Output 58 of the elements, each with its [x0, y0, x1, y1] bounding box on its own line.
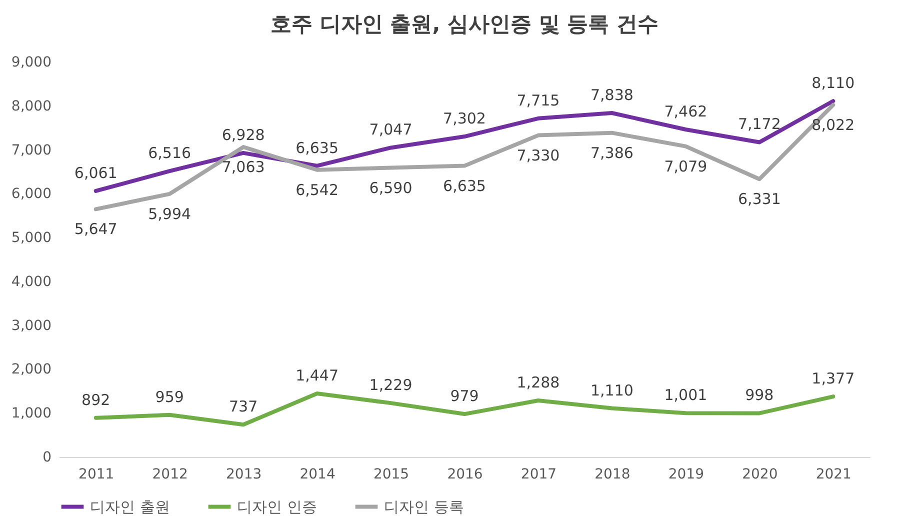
y-tick-label: 3,000 — [11, 318, 52, 334]
data-label: 1,110 — [590, 381, 634, 400]
y-tick-label: 5,000 — [11, 230, 52, 246]
data-label: 1,229 — [369, 376, 412, 394]
data-label: 7,079 — [664, 157, 708, 176]
data-label: 892 — [82, 390, 110, 409]
y-tick-label: 8,000 — [11, 98, 52, 114]
x-tick-label: 2012 — [152, 466, 188, 482]
data-label: 1,447 — [296, 366, 339, 384]
y-tick-label: 2,000 — [11, 362, 52, 378]
data-label: 959 — [155, 388, 184, 406]
legend-label: 디자인 출원 — [90, 498, 170, 516]
x-tick-label: 2020 — [742, 466, 778, 482]
y-tick-label: 0 — [42, 450, 52, 466]
data-label: 6,061 — [74, 164, 118, 182]
y-tick-label: 4,000 — [11, 274, 52, 290]
data-label: 7,330 — [516, 146, 560, 164]
data-label: 979 — [450, 387, 479, 406]
x-tick-label: 2015 — [373, 466, 410, 482]
data-label: 6,590 — [369, 178, 412, 197]
legend-label: 디자인 등록 — [384, 498, 464, 516]
y-tick-label: 9,000 — [11, 54, 52, 70]
x-tick-label: 2021 — [816, 466, 852, 482]
data-label: 6,516 — [148, 144, 192, 162]
data-label: 7,063 — [222, 158, 265, 176]
data-label: 8,110 — [812, 74, 855, 92]
legend-label: 디자인 인증 — [237, 498, 317, 516]
data-label: 1,377 — [812, 370, 855, 388]
data-label: 5,647 — [74, 220, 118, 238]
x-tick-label: 2013 — [226, 466, 262, 482]
data-label: 998 — [745, 386, 774, 404]
y-tick-label: 6,000 — [11, 186, 52, 202]
data-label: 737 — [229, 398, 258, 416]
y-tick-label: 1,000 — [11, 406, 52, 422]
x-tick-label: 2016 — [447, 466, 483, 482]
data-label: 7,302 — [443, 110, 486, 128]
data-label: 6,635 — [296, 138, 339, 157]
data-label: 7,462 — [664, 102, 708, 120]
x-tick-label: 2011 — [78, 466, 114, 482]
data-label: 7,386 — [590, 144, 634, 162]
data-label: 8,022 — [812, 116, 855, 134]
x-tick-label: 2019 — [668, 466, 704, 482]
data-label: 6,542 — [296, 180, 339, 199]
data-label: 7,715 — [516, 91, 560, 110]
data-label: 6,928 — [222, 126, 265, 144]
chart-title: 호주 디자인 출원, 심사인증 및 등록 건수 — [270, 12, 658, 36]
data-label: 6,331 — [738, 190, 781, 208]
data-label: 1,288 — [516, 373, 560, 392]
data-label: 6,635 — [443, 176, 486, 195]
data-label: 7,172 — [738, 115, 781, 134]
data-label: 7,838 — [590, 86, 634, 104]
x-tick-label: 2018 — [594, 466, 630, 482]
x-tick-label: 2014 — [300, 466, 336, 482]
data-label: 7,047 — [369, 120, 412, 139]
x-tick-label: 2017 — [520, 466, 557, 482]
y-tick-label: 7,000 — [11, 142, 52, 158]
data-label: 1,001 — [664, 386, 708, 404]
data-label: 5,994 — [148, 204, 192, 223]
